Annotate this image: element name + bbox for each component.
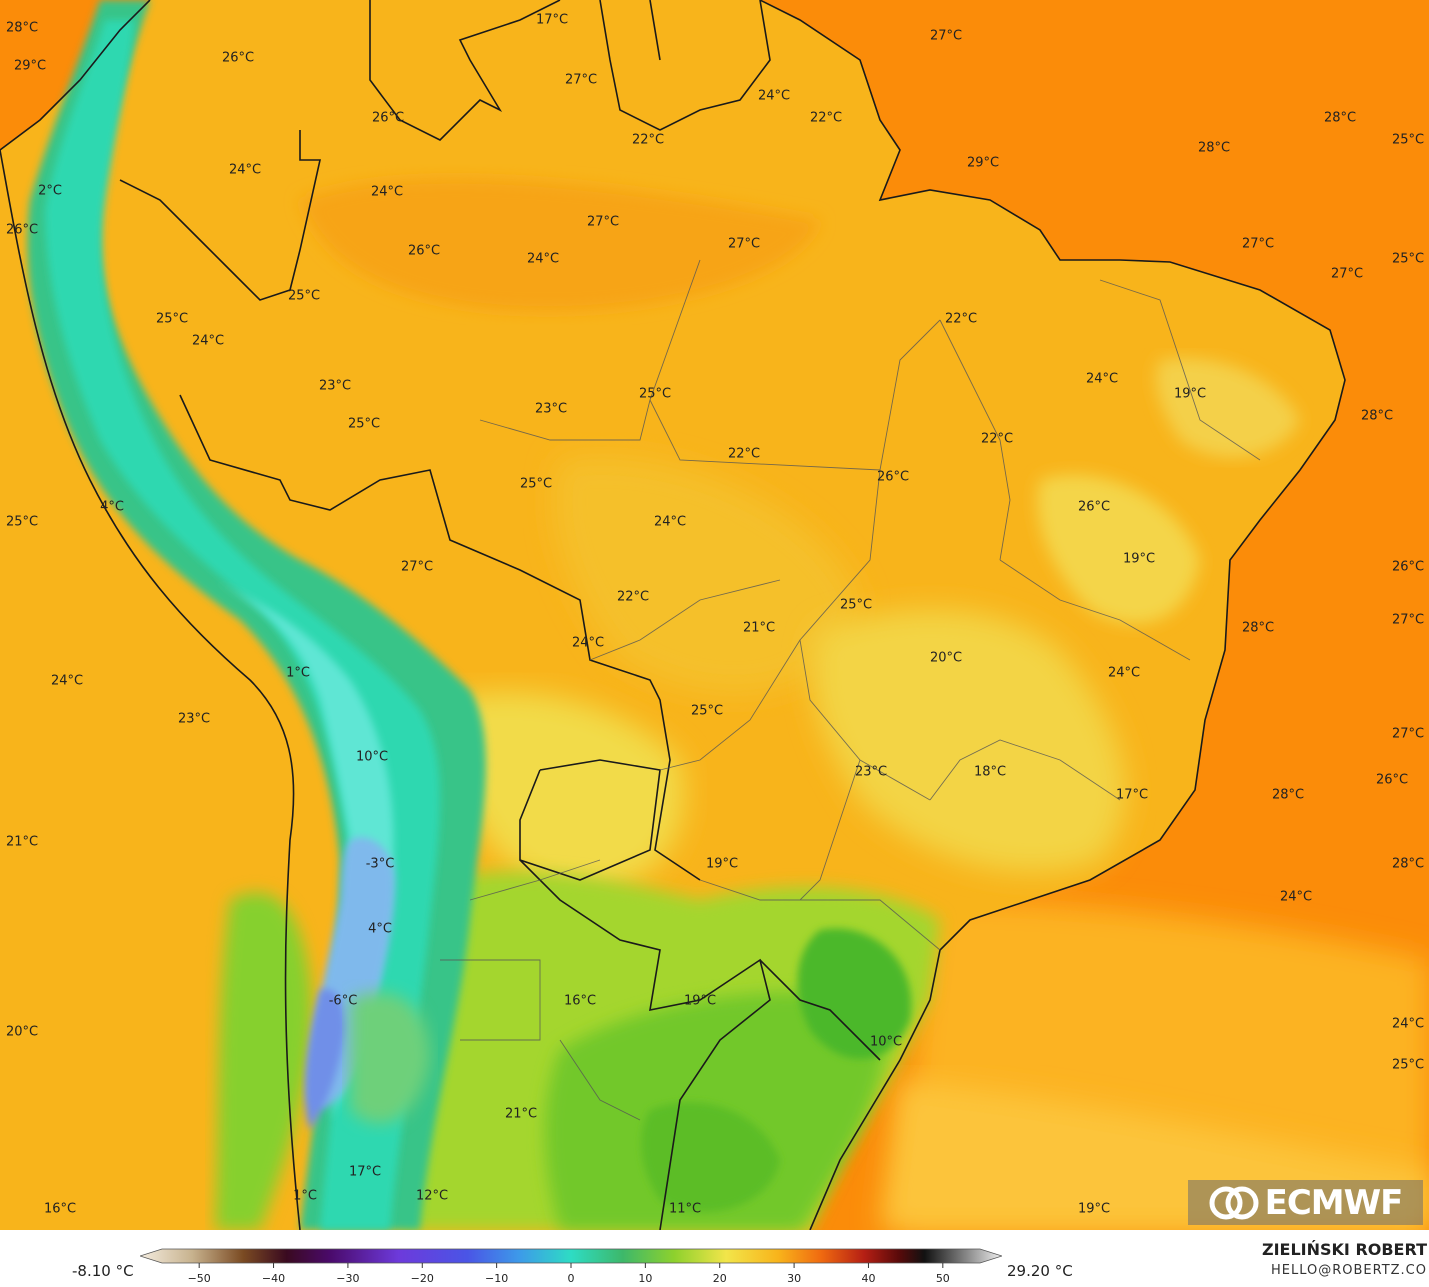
author-credit: ZIELIŃSKI ROBERT bbox=[1261, 1240, 1427, 1259]
colorbar-tick-label: 50 bbox=[935, 1272, 950, 1285]
legend-max-label: 29.20 °C bbox=[1007, 1262, 1073, 1280]
northeast-plateau bbox=[1037, 474, 1200, 624]
temperature-colorbar bbox=[140, 1248, 1002, 1268]
colorbar-tick-label: 30 bbox=[787, 1272, 802, 1285]
colorbar-tick-label: −30 bbox=[336, 1272, 360, 1285]
map-canvas bbox=[0, 0, 1429, 1230]
amazon-warm-band bbox=[300, 178, 820, 312]
colorbar-tick-label: −20 bbox=[410, 1272, 434, 1285]
southeast-highlands bbox=[812, 609, 1126, 872]
colorbar-tick-label: 20 bbox=[712, 1272, 727, 1285]
author-email: HELLO@ROBERTZ.CO bbox=[1270, 1263, 1427, 1278]
colorbar-tick-label: −40 bbox=[261, 1272, 286, 1285]
andes-peak-deep bbox=[304, 989, 345, 1130]
colorbar-tick-label: 0 bbox=[567, 1272, 575, 1285]
ecmwf-logo: ECMWF bbox=[1188, 1180, 1423, 1225]
state-borders bbox=[440, 259, 1261, 1121]
ecmwf-logo-icon bbox=[1209, 1186, 1259, 1219]
temperature-map: 28°C 29°C 17°C 27°C 26°C 27°C 24°C 26°C 22°C 28°C… bbox=[0, 0, 1429, 1230]
colorbar-tick-label: −10 bbox=[485, 1272, 509, 1285]
ecmwf-logo-text: ECMWF bbox=[1264, 1182, 1404, 1223]
colorbar-strip bbox=[140, 1248, 1002, 1264]
colorbar-tick-label: 40 bbox=[861, 1272, 876, 1285]
colorbar-tick-label: −50 bbox=[187, 1272, 211, 1285]
central-plateau bbox=[553, 456, 860, 694]
legend-min-label: -8.10 °C bbox=[72, 1262, 134, 1280]
serra-gaucha-green bbox=[797, 928, 912, 1059]
colorbar-tick-label: 10 bbox=[638, 1272, 653, 1285]
northeast-coast-cool bbox=[1156, 358, 1300, 458]
national-borders bbox=[0, 0, 1346, 1230]
argentina-andes-foothills bbox=[350, 992, 430, 1124]
altiplano-cyan bbox=[210, 580, 394, 1120]
chile-green-strip bbox=[215, 892, 312, 1230]
chaco-region bbox=[450, 692, 684, 892]
